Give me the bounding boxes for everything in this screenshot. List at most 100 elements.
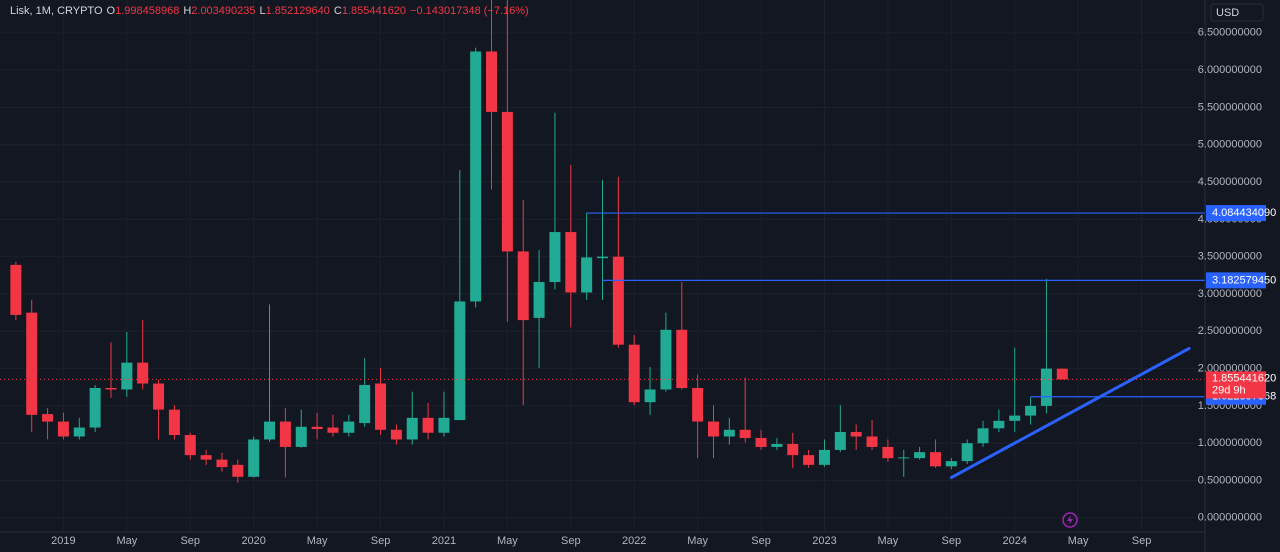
candle-body: [390, 429, 402, 440]
x-tick-label: May: [1068, 535, 1089, 547]
x-tick-label: Sep: [371, 535, 391, 547]
ohlc-key: C: [334, 5, 342, 17]
candle-body: [470, 51, 482, 302]
x-tick-label: May: [497, 535, 518, 547]
price-tag-label: 3.182579450: [1212, 274, 1276, 286]
last-price-tag: [1206, 371, 1266, 399]
y-tick-label: 3.000000000: [1198, 288, 1262, 300]
candle-body: [264, 421, 276, 440]
y-tick-label: 5.000000000: [1198, 139, 1262, 151]
y-tick-label: 0.000000000: [1198, 512, 1262, 524]
x-tick-label: Sep: [751, 535, 771, 547]
currency-box[interactable]: [1210, 3, 1264, 22]
candle-body: [834, 432, 846, 450]
candle-body: [549, 232, 561, 283]
candle-body: [422, 417, 434, 433]
candle-body: [660, 329, 672, 390]
candle-body: [755, 437, 767, 447]
events-icon[interactable]: [1062, 512, 1078, 528]
trendline: [949, 346, 1191, 480]
candle-body: [723, 429, 735, 437]
ohlc-value: 1.852129640: [266, 5, 330, 17]
x-tick-label: May: [687, 535, 708, 547]
candle-body: [818, 449, 830, 465]
candle-body: [961, 443, 973, 462]
candle-body: [739, 429, 751, 438]
candle-body: [533, 282, 545, 318]
candle-body: [882, 446, 894, 459]
candle-body: [866, 436, 878, 447]
symbol: Lisk, 1M, CRYPTO: [10, 5, 103, 17]
price-tag: [1206, 205, 1266, 222]
x-tick-label: May: [116, 535, 137, 547]
events-bolt: [1067, 515, 1073, 525]
candle-body: [406, 417, 418, 440]
axes: 0.0000000000.5000000001.0000000001.50000…: [51, 27, 1276, 547]
candle-body: [850, 432, 862, 437]
candle-body: [501, 111, 513, 252]
ohlc-key: H: [183, 5, 191, 17]
candle-body: [945, 461, 957, 467]
x-tick-label: Sep: [1132, 535, 1152, 547]
ohlc-value: 1.855441620: [342, 5, 406, 17]
candle-body: [153, 383, 165, 410]
price-tag: [1206, 272, 1266, 289]
grid: [0, 0, 1205, 532]
x-tick-label: Sep: [942, 535, 962, 547]
candle-body: [295, 426, 307, 447]
candle-body: [517, 251, 529, 321]
candle-body: [311, 426, 323, 430]
y-tick-label: 1.000000000: [1198, 437, 1262, 449]
x-tick-label: 2021: [432, 535, 456, 547]
y-tick-label: 5.500000000: [1198, 101, 1262, 113]
candle-body: [565, 232, 577, 293]
y-tick-label: 6.500000000: [1198, 27, 1262, 39]
ohlc-header: Lisk, 1M, CRYPTO O1.998458968 H2.003490235…: [10, 5, 529, 17]
candle-body: [343, 421, 355, 433]
candle-body: [486, 51, 498, 112]
ohlc-value: 2.003490235: [191, 5, 255, 17]
candle-body: [42, 414, 54, 422]
y-tick-label: 0.500000000: [1198, 474, 1262, 486]
candle-body: [1009, 415, 1021, 421]
candle-body: [1056, 368, 1068, 380]
candle-body: [89, 387, 101, 428]
countdown: 29d 9h: [1212, 384, 1246, 396]
candle-body: [676, 329, 688, 388]
candle-body: [327, 427, 339, 433]
candle-body: [137, 362, 149, 384]
last-price-label: 1.855441620: [1212, 372, 1276, 384]
candle-body: [929, 452, 941, 467]
candle-body: [279, 421, 291, 447]
candle-body: [787, 443, 799, 456]
candle-body: [200, 455, 212, 460]
candle-body: [707, 421, 719, 437]
candle-body: [898, 457, 910, 459]
candle-body: [771, 443, 783, 447]
candle-body: [184, 435, 196, 456]
ohlc-key: O: [107, 5, 116, 17]
x-tick-label: 2019: [51, 535, 75, 547]
candle-body: [10, 264, 22, 315]
candle-body: [628, 344, 640, 403]
x-tick-label: 2020: [241, 535, 265, 547]
candle-body: [121, 362, 133, 390]
price-tag-label: 4.084434090: [1212, 207, 1276, 219]
ohlc-value: 1.998458968: [115, 5, 179, 17]
candle-body: [612, 256, 624, 345]
candle-body: [597, 256, 608, 259]
y-tick-label: 6.000000000: [1198, 64, 1262, 76]
x-tick-label: Sep: [561, 535, 581, 547]
y-tick-label: 4.500000000: [1198, 176, 1262, 188]
x-tick-label: 2023: [812, 535, 836, 547]
candle-body: [1025, 405, 1037, 416]
candle-body: [644, 389, 656, 403]
candle-body: [803, 455, 815, 465]
ohlc-key: L: [260, 5, 266, 17]
y-tick-label: 3.500000000: [1198, 251, 1262, 263]
candle-body: [692, 387, 704, 422]
candle-body: [993, 420, 1005, 429]
plot-area: [0, 0, 1205, 483]
candle-body: [168, 409, 180, 436]
